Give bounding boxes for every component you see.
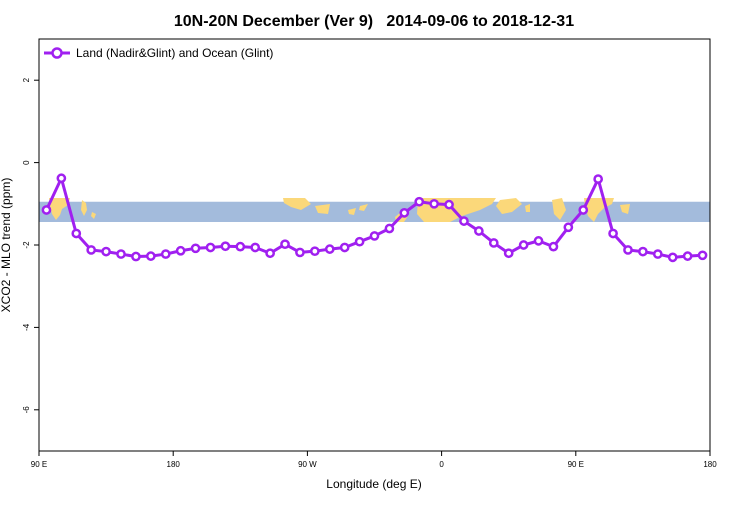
data-point (563, 222, 574, 233)
data-point (339, 242, 350, 253)
y-tick-label: 2 (22, 77, 31, 82)
data-point (354, 236, 365, 247)
map-land (620, 204, 630, 214)
data-point (131, 251, 141, 262)
data-point (459, 216, 469, 226)
x-tick-label: 0 (439, 460, 444, 469)
y-axis-label: XCO2 - MLO trend (ppm) (0, 178, 13, 313)
data-point (533, 236, 544, 246)
map-ocean (39, 201, 710, 222)
x-tick-label: 180 (167, 460, 181, 469)
data-point (593, 174, 604, 184)
data-point (56, 173, 67, 184)
data-point (190, 243, 201, 254)
x-axis-label: Longitude (deg E) (326, 477, 421, 491)
chart-title: 10N-20N December (Ver 9) 2014-09-06 to 2… (174, 13, 574, 30)
map-land (81, 200, 87, 216)
data-point (697, 250, 708, 261)
data-point (503, 248, 514, 259)
data-point (623, 245, 633, 255)
data-point (578, 205, 589, 215)
x-tick-label: 180 (703, 460, 717, 469)
plot-frame (38, 38, 711, 452)
data-point (652, 249, 663, 259)
data-point (175, 245, 186, 256)
data-point (220, 241, 231, 252)
data-point (429, 198, 439, 209)
map-land (49, 198, 70, 220)
data-point (474, 226, 484, 236)
data-point (116, 249, 126, 259)
data-point (235, 241, 246, 252)
axes: 90 E 180 90 W 0 90 E 180 2 0 -2 -4 -6 (22, 38, 717, 469)
x-tick-label: 90 E (31, 460, 47, 469)
data-point (444, 199, 454, 210)
data-point (384, 223, 395, 234)
data-point (369, 231, 380, 241)
data-point (280, 239, 290, 250)
data-point (638, 246, 648, 257)
legend-marker (51, 47, 63, 59)
data-point (205, 242, 216, 253)
data-point (667, 252, 678, 263)
data-point (250, 242, 261, 253)
data-point (160, 249, 171, 259)
map-land (552, 198, 566, 220)
y-tick-label: -2 (22, 241, 31, 249)
map-land (283, 198, 311, 210)
data-point (41, 205, 52, 215)
x-tick-label: 90 W (298, 460, 317, 469)
legend: Land (Nadir&Glint) and Ocean (Glint) (44, 46, 273, 60)
data-point (295, 247, 305, 258)
data-point (488, 238, 499, 248)
x-tick-label: 90 E (568, 460, 584, 469)
y-tick-label: 0 (22, 160, 31, 165)
series-layer (41, 173, 708, 263)
y-tick-label: -4 (22, 323, 31, 331)
map-land (348, 208, 356, 215)
data-point (414, 196, 425, 207)
map-land (359, 204, 368, 211)
map-land (496, 198, 522, 214)
map-land (91, 212, 96, 219)
y-tick-label: -6 (22, 406, 31, 414)
data-point (86, 245, 97, 255)
map-land (525, 204, 530, 212)
data-point (265, 248, 275, 259)
map-strip (39, 198, 710, 222)
data-point (101, 246, 111, 257)
legend-label: Land (Nadir&Glint) and Ocean (Glint) (76, 46, 273, 60)
data-point (310, 246, 320, 257)
data-point (145, 251, 156, 261)
data-point (548, 241, 559, 252)
data-point (608, 228, 618, 239)
data-point (324, 244, 335, 254)
data-point (71, 228, 82, 239)
data-point (518, 240, 529, 250)
map-land (315, 204, 330, 214)
data-point (399, 208, 410, 218)
data-point (682, 251, 693, 261)
